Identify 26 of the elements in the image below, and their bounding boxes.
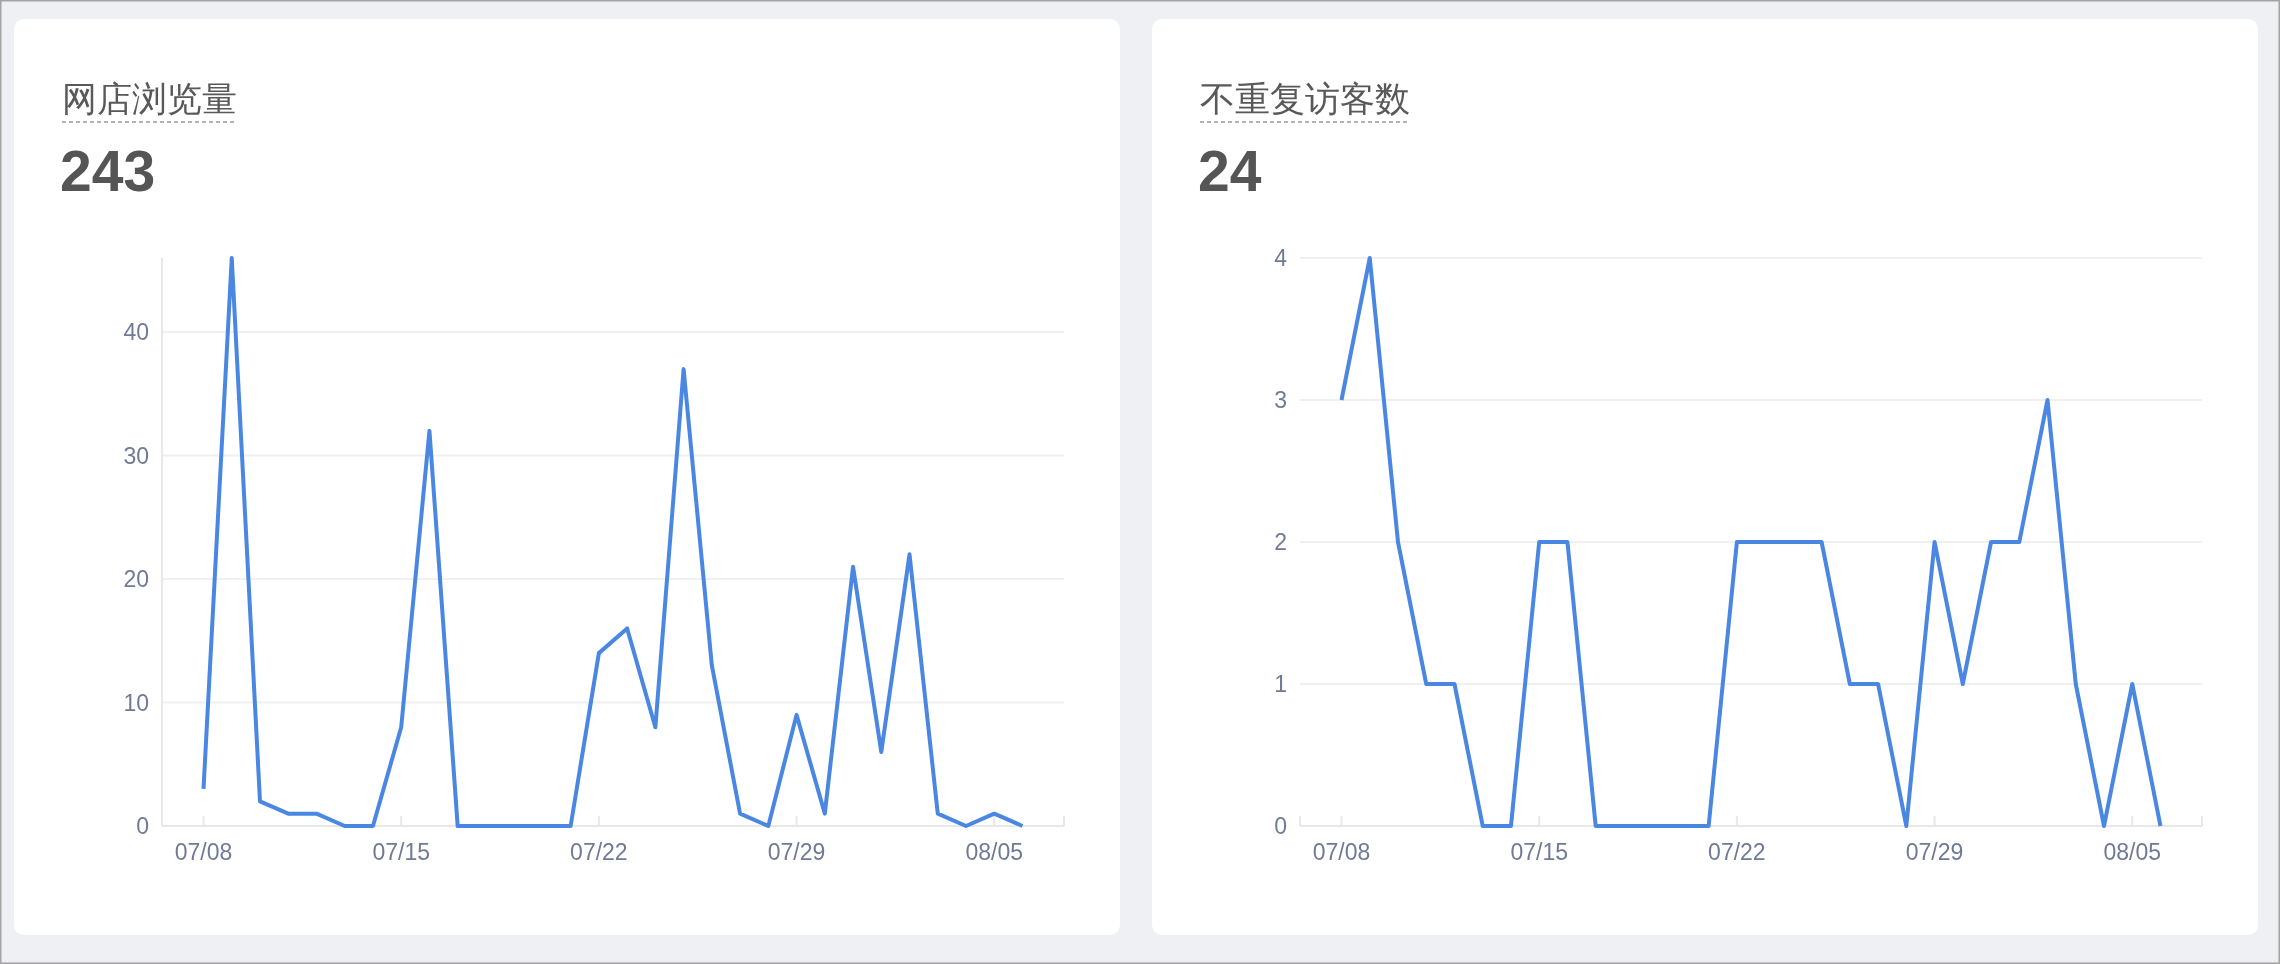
y-tick-label: 10 bbox=[123, 689, 149, 716]
x-tick-label: 07/08 bbox=[1312, 839, 1371, 865]
x-tick-label: 07/15 bbox=[372, 839, 430, 865]
y-tick-label: 3 bbox=[1274, 387, 1287, 413]
y-tick-label: 0 bbox=[1274, 813, 1287, 839]
line-series bbox=[201, 256, 1025, 828]
chart-subtitle: 243 bbox=[60, 139, 156, 203]
y-tick-label: 1 bbox=[1274, 671, 1287, 697]
x-tick-label: 08/05 bbox=[2103, 839, 2162, 865]
x-tick-label: 07/22 bbox=[570, 839, 628, 865]
y-tick-label: 4 bbox=[1274, 245, 1288, 271]
x-tick-label: 08/05 bbox=[965, 839, 1024, 865]
y-tick-label: 40 bbox=[123, 319, 149, 346]
y-tick-label: 20 bbox=[123, 566, 149, 593]
x-tick-label: 07/29 bbox=[767, 839, 826, 865]
y-tick-label: 2 bbox=[1274, 529, 1287, 555]
x-tick-label: 07/15 bbox=[1510, 839, 1568, 865]
x-tick-label: 07/22 bbox=[1708, 839, 1766, 865]
chart-title: 网店浏览量 bbox=[62, 79, 237, 118]
line-series bbox=[1339, 256, 2163, 828]
y-tick-label: 30 bbox=[123, 442, 149, 469]
x-tick-label: 07/29 bbox=[1905, 839, 1964, 865]
chart-subtitle: 24 bbox=[1198, 139, 1262, 203]
x-tick-label: 07/08 bbox=[174, 839, 233, 865]
chart-title: 不重复访客数 bbox=[1200, 79, 1410, 118]
y-tick-label: 0 bbox=[136, 813, 149, 839]
